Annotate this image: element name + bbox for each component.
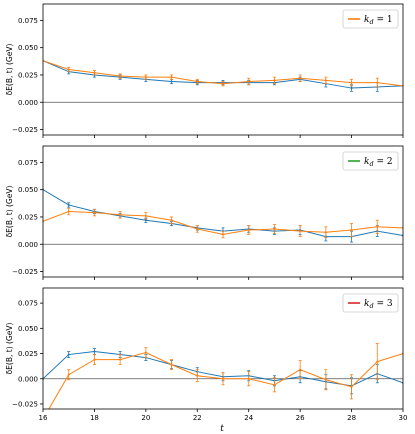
data-point <box>119 75 122 78</box>
data-point <box>67 203 70 206</box>
y-tick-label: 0.075 <box>18 300 38 308</box>
x-tick-label: 20 <box>141 414 150 422</box>
x-axis-label: t <box>220 424 224 434</box>
legend-box <box>342 293 399 313</box>
data-point <box>196 227 199 230</box>
data-point <box>67 210 70 213</box>
data-point <box>376 360 379 363</box>
data-point <box>170 219 173 222</box>
data-point <box>144 219 147 222</box>
data-point <box>144 76 147 79</box>
series-group <box>43 343 403 409</box>
data-point <box>222 377 224 380</box>
y-tick-label: 0.050 <box>18 186 38 194</box>
y-axis-label: δE(B, t) (GeV) <box>5 44 14 96</box>
data-point <box>170 80 173 83</box>
y-tick-label: 0.050 <box>18 44 38 52</box>
legend-label: kd = 3 <box>364 299 393 310</box>
data-point <box>93 71 96 74</box>
data-point <box>93 211 96 214</box>
panels-container: −0.025 0.000 0.025 0.050 0.075 δE(B, t) (GeV)… <box>5 3 408 422</box>
legend-box <box>342 151 399 171</box>
data-point <box>324 79 327 82</box>
legend-label: kd = 2 <box>364 157 393 168</box>
axes-frame <box>42 287 404 410</box>
data-point <box>222 82 224 85</box>
x-tick-label: 30 <box>399 414 408 422</box>
x-tick-label: 24 <box>244 414 253 422</box>
data-point <box>93 358 96 361</box>
series-group <box>43 188 403 243</box>
y-axis-label: δE(B, t) (GeV) <box>5 323 14 375</box>
data-point <box>299 368 302 371</box>
y-tick-label: 0.000 <box>18 375 38 383</box>
data-point <box>119 358 122 361</box>
panel-1: −0.025 0.000 0.025 0.050 0.075 δE(B, t) (GeV)… <box>5 3 404 138</box>
data-point <box>196 374 199 377</box>
x-tick-label: 26 <box>296 414 305 422</box>
legend: kd = 1 <box>342 9 399 29</box>
y-tick-label: −0.025 <box>12 268 38 276</box>
data-point <box>144 214 147 217</box>
data-point <box>67 353 70 356</box>
legend: kd = 3 <box>342 293 399 313</box>
data-point <box>67 68 70 71</box>
x-tick-label: 18 <box>90 414 99 422</box>
legend: kd = 2 <box>342 151 399 171</box>
y-tick-label: −0.025 <box>12 126 38 134</box>
panel-3: −0.025 0.000 0.025 0.050 0.075 16 18 20 22 24 26 28… <box>5 287 408 422</box>
x-tick-label: 22 <box>193 414 202 422</box>
data-point <box>170 76 173 79</box>
data-point <box>350 385 353 388</box>
data-point <box>350 81 353 84</box>
data-point <box>93 350 96 353</box>
data-point <box>324 378 327 381</box>
data-point <box>376 225 379 228</box>
x-tick-label: 16 <box>39 414 48 422</box>
y-tick-label: 0.000 <box>18 99 38 107</box>
data-point <box>196 80 199 83</box>
data-point <box>299 77 302 80</box>
y-axis-label: δE(B, t) (GeV) <box>5 186 14 238</box>
y-tick-label: 0.000 <box>18 241 38 249</box>
data-point <box>324 231 327 234</box>
y-tick-label: 0.050 <box>18 325 38 333</box>
data-point <box>170 363 173 366</box>
data-point <box>376 81 379 84</box>
x-tick-label: 28 <box>347 414 356 422</box>
axes-frame <box>42 145 404 278</box>
y-tick-label: 0.025 <box>18 350 38 358</box>
data-point <box>144 351 147 354</box>
data-point <box>247 229 250 232</box>
data-point <box>67 373 70 376</box>
y-tick-label: 0.075 <box>18 159 38 167</box>
data-point <box>273 227 276 230</box>
axes-frame <box>42 3 404 136</box>
data-point <box>247 80 250 83</box>
y-tick-label: −0.025 <box>12 400 38 408</box>
data-point <box>273 79 276 82</box>
data-point <box>299 230 302 233</box>
data-point <box>273 383 276 386</box>
legend-label: kd = 1 <box>364 15 393 26</box>
y-tick-label: 0.025 <box>18 71 38 79</box>
y-tick-label: 0.075 <box>18 17 38 25</box>
data-point <box>247 377 250 380</box>
data-point <box>119 213 122 216</box>
data-point <box>350 229 353 232</box>
y-tick-label: 0.025 <box>18 213 38 221</box>
series-group <box>43 59 403 92</box>
data-point <box>222 233 224 236</box>
legend-box <box>342 9 399 29</box>
panel-2: −0.025 0.000 0.025 0.050 0.075 δE(B, t) (GeV)… <box>5 145 404 280</box>
data-point <box>350 87 353 90</box>
